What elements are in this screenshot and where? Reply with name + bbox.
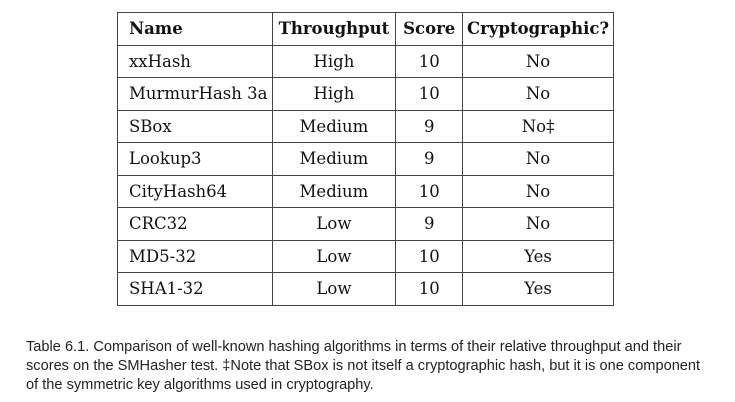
cell-name: CRC32 bbox=[117, 207, 273, 241]
cell-cryptographic: Yes bbox=[462, 239, 614, 273]
cell-throughput: Low bbox=[271, 207, 397, 241]
cell-cryptographic: No bbox=[462, 77, 614, 111]
cell-score: 10 bbox=[395, 239, 464, 273]
cell-throughput: High bbox=[271, 77, 397, 111]
cell-score: 9 bbox=[395, 142, 464, 176]
header-score: Score bbox=[395, 12, 464, 46]
cell-cryptographic: No bbox=[462, 142, 614, 176]
cell-score: 9 bbox=[395, 109, 464, 143]
table-row: Lookup3 Medium 9 No bbox=[117, 142, 614, 176]
cell-name: xxHash bbox=[117, 44, 273, 78]
table-header: Name Throughput Score Cryptographic? bbox=[117, 12, 614, 46]
table-row: SBox Medium 9 No‡ bbox=[117, 109, 614, 143]
table-row: MurmurHash 3a High 10 No bbox=[117, 77, 614, 111]
table-caption: Table 6.1. Comparison of well-known hash… bbox=[26, 339, 701, 393]
cell-throughput: Low bbox=[271, 239, 397, 273]
table-row: SHA1-32 Low 10 Yes bbox=[117, 272, 614, 306]
cell-cryptographic: No‡ bbox=[462, 109, 614, 143]
hash-comparison-table-wrapper: Name Throughput Score Cryptographic? xxH… bbox=[117, 12, 614, 306]
header-name: Name bbox=[117, 12, 273, 46]
cell-score: 10 bbox=[395, 174, 464, 208]
table-row: MD5-32 Low 10 Yes bbox=[117, 239, 614, 273]
cell-cryptographic: No bbox=[462, 174, 614, 208]
cell-name: CityHash64 bbox=[117, 174, 273, 208]
cell-cryptographic: Yes bbox=[462, 272, 614, 306]
cell-name: Lookup3 bbox=[117, 142, 273, 176]
table-body: xxHash High 10 No MurmurHash 3a High 10 … bbox=[117, 44, 614, 306]
header-throughput: Throughput bbox=[271, 12, 397, 46]
cell-score: 10 bbox=[395, 44, 464, 78]
hash-comparison-table: Name Throughput Score Cryptographic? xxH… bbox=[117, 12, 614, 306]
cell-cryptographic: No bbox=[462, 44, 614, 78]
table-row: CRC32 Low 9 No bbox=[117, 207, 614, 241]
table-row: xxHash High 10 No bbox=[117, 44, 614, 78]
cell-name: SBox bbox=[117, 109, 273, 143]
cell-score: 9 bbox=[395, 207, 464, 241]
cell-throughput: Medium bbox=[271, 142, 397, 176]
cell-name: MD5-32 bbox=[117, 239, 273, 273]
cell-cryptographic: No bbox=[462, 207, 614, 241]
cell-name: SHA1-32 bbox=[117, 272, 273, 306]
table-row: CityHash64 Medium 10 No bbox=[117, 174, 614, 208]
header-row: Name Throughput Score Cryptographic? bbox=[117, 12, 614, 46]
cell-name: MurmurHash 3a bbox=[117, 77, 273, 111]
cell-throughput: Low bbox=[271, 272, 397, 306]
cell-throughput: Medium bbox=[271, 109, 397, 143]
header-cryptographic: Cryptographic? bbox=[462, 12, 614, 46]
cell-score: 10 bbox=[395, 272, 464, 306]
cell-throughput: Medium bbox=[271, 174, 397, 208]
cell-throughput: High bbox=[271, 44, 397, 78]
cell-score: 10 bbox=[395, 77, 464, 111]
